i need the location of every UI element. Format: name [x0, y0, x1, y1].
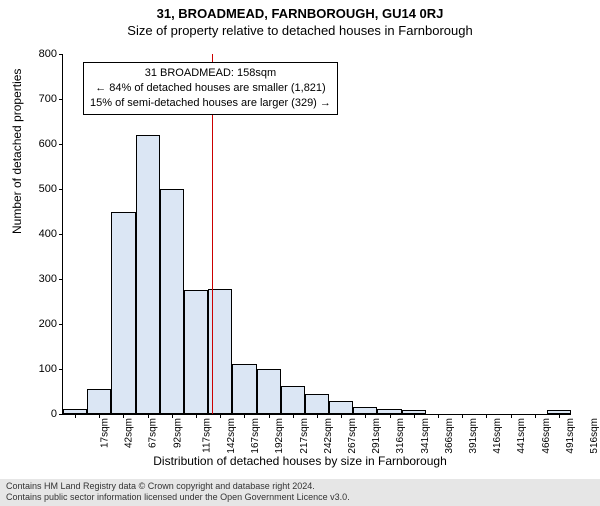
x-tick-label: 92sqm [172, 418, 183, 448]
y-tick-label: 400 [39, 228, 63, 240]
histogram-chart: 0100200300400500600700800 17sqm42sqm67sq… [62, 54, 571, 415]
y-tick-label: 800 [39, 48, 63, 60]
histogram-bar [305, 394, 329, 414]
x-tick-label: 167sqm [250, 418, 261, 454]
histogram-bar [87, 389, 111, 414]
y-tick-label: 0 [51, 408, 63, 420]
x-tick-label: 67sqm [148, 418, 159, 448]
histogram-bar [160, 189, 184, 414]
x-tick-label: 17sqm [100, 418, 111, 448]
histogram-bar [232, 364, 256, 414]
x-tick-label: 267sqm [347, 418, 358, 454]
page-subtitle: Size of property relative to detached ho… [0, 23, 600, 38]
histogram-bar [281, 386, 305, 414]
footer: Contains HM Land Registry data © Crown c… [0, 479, 600, 506]
x-tick-label: 291sqm [371, 418, 382, 454]
x-tick-label: 366sqm [444, 418, 455, 454]
y-tick-label: 200 [39, 318, 63, 330]
annotation-line: ← 84% of detached houses are smaller (1,… [90, 81, 331, 96]
y-tick-label: 600 [39, 138, 63, 150]
x-tick-label: 117sqm [201, 418, 212, 453]
histogram-bar [111, 212, 135, 414]
y-tick-label: 700 [39, 93, 63, 105]
annotation-line: 31 BROADMEAD: 158sqm [90, 66, 331, 81]
histogram-bar [136, 135, 160, 414]
footer-line: Contains HM Land Registry data © Crown c… [6, 481, 594, 493]
page-title: 31, BROADMEAD, FARNBOROUGH, GU14 0RJ [0, 6, 600, 21]
x-tick-label: 391sqm [468, 418, 479, 454]
y-tick-label: 300 [39, 273, 63, 285]
histogram-bar [353, 407, 377, 414]
x-tick-label: 516sqm [589, 418, 600, 454]
histogram-bar [184, 290, 208, 414]
x-tick-label: 441sqm [516, 418, 527, 454]
annotation-box: 31 BROADMEAD: 158sqm ← 84% of detached h… [83, 62, 338, 115]
x-tick-label: 491sqm [565, 418, 576, 454]
y-tick-label: 100 [39, 363, 63, 375]
x-tick-label: 316sqm [395, 418, 406, 454]
footer-line: Contains public sector information licen… [6, 492, 594, 504]
y-axis-label: Number of detached properties [10, 69, 24, 234]
annotation-line: 15% of semi-detached houses are larger (… [90, 96, 331, 111]
x-tick-label: 192sqm [275, 418, 286, 454]
x-tick-label: 42sqm [124, 418, 135, 448]
x-tick-label: 142sqm [226, 418, 237, 454]
x-tick-label: 341sqm [420, 418, 431, 454]
x-tick-label: 466sqm [541, 418, 552, 454]
histogram-bar [329, 401, 353, 415]
y-tick-label: 500 [39, 183, 63, 195]
x-tick-label: 242sqm [323, 418, 334, 454]
x-tick-label: 416sqm [492, 418, 503, 454]
x-tick-label: 217sqm [299, 418, 310, 454]
histogram-bar [257, 369, 281, 414]
x-axis-label: Distribution of detached houses by size … [0, 454, 600, 468]
